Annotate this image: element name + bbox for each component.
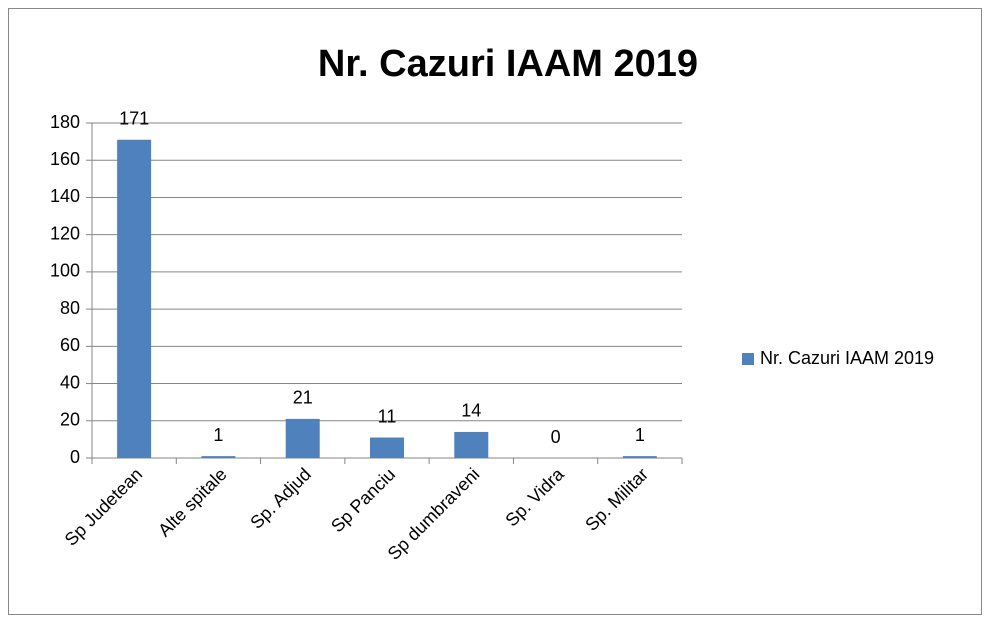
- y-tick-label: 0: [70, 447, 80, 467]
- legend-swatch: [742, 353, 754, 365]
- y-tick-label: 40: [60, 372, 80, 392]
- bar: [117, 139, 152, 458]
- y-tick-label: 180: [50, 112, 80, 132]
- chart-border: [8, 8, 982, 615]
- bar: [285, 418, 320, 458]
- y-tick-label: 120: [50, 223, 80, 243]
- bar: [370, 437, 404, 458]
- data-label: 21: [293, 388, 313, 408]
- y-tick-label: 60: [60, 335, 80, 355]
- y-tick-label: 140: [50, 186, 80, 206]
- data-label: 14: [461, 401, 481, 421]
- y-tick-label: 160: [50, 149, 80, 169]
- data-label: 1: [213, 425, 223, 445]
- y-tick-label: 80: [60, 298, 80, 318]
- bar: [201, 456, 236, 458]
- data-label: 0: [551, 427, 561, 447]
- data-label: 11: [378, 406, 397, 426]
- legend-label: Nr. Cazuri IAAM 2019: [760, 348, 934, 368]
- bar: [622, 456, 657, 458]
- bar: [454, 431, 489, 458]
- data-label: 1: [635, 425, 645, 445]
- data-label: 171: [119, 109, 149, 129]
- y-tick-label: 20: [60, 410, 80, 430]
- y-tick-label: 100: [50, 261, 80, 281]
- chart-title: Nr. Cazuri IAAM 2019: [318, 43, 698, 85]
